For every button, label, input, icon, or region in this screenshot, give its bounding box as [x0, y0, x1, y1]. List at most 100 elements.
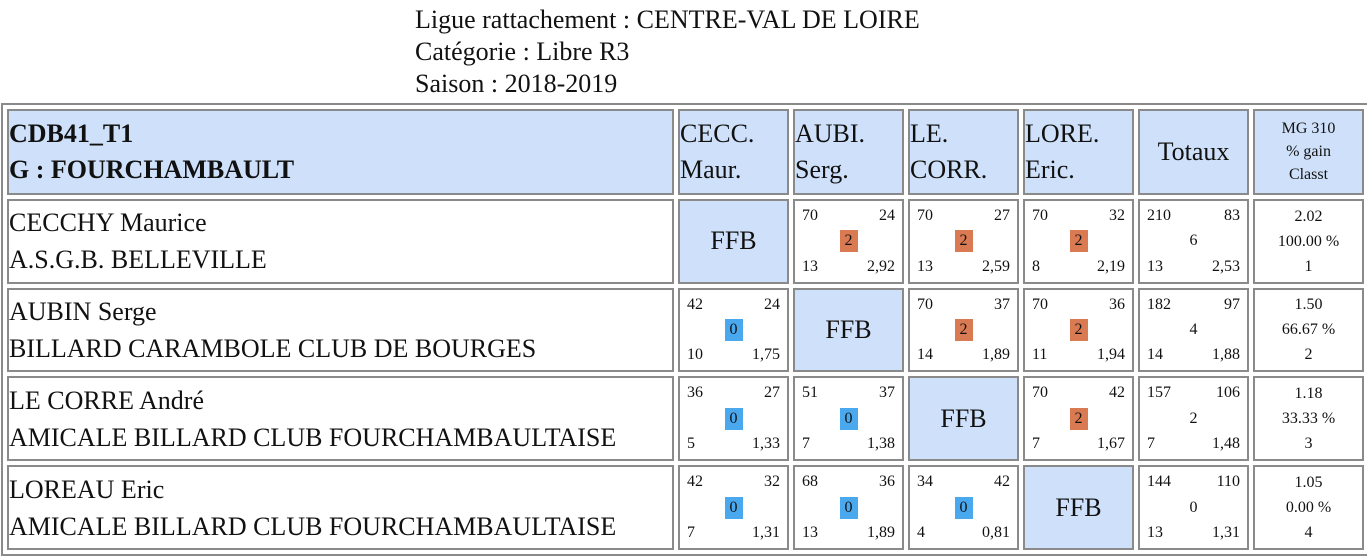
- player-club: BILLARD CARAMBOLE CLUB DE BOURGES: [9, 333, 537, 363]
- moyenne-value: 2,92: [867, 257, 895, 275]
- reprises-value: 70: [917, 295, 933, 313]
- total-moyenne: 2,53: [1212, 257, 1240, 275]
- totaux-header: Totaux: [1138, 109, 1249, 195]
- match-cell: 36 27 0 5 1,33: [678, 376, 789, 462]
- serie-value: 11: [1032, 346, 1048, 364]
- match-points-badge: 0: [839, 407, 858, 430]
- ligue-line: Ligue rattachement : CENTRE-VAL DE LOIRE: [415, 5, 920, 34]
- player-row: LE CORRE André AMICALE BILLARD CLUB FOUR…: [7, 376, 1364, 462]
- serie-value: 4: [917, 524, 925, 541]
- points-value: 42: [1109, 384, 1125, 402]
- reprises-value: 51: [802, 384, 818, 402]
- player-row: AUBIN Serge BILLARD CARAMBOLE CLUB DE BO…: [7, 287, 1364, 373]
- moyenne-value: 2,19: [1097, 257, 1125, 275]
- player-name: CECCHY Maurice: [9, 208, 207, 238]
- serie-value: 10: [687, 346, 703, 364]
- rank-value: 4: [1304, 524, 1313, 542]
- total-match-points: 6: [1189, 232, 1198, 250]
- serie-value: 13: [802, 257, 818, 275]
- player-cell: AUBIN Serge BILLARD CARAMBOLE CLUB DE BO…: [7, 287, 674, 373]
- player-row: LOREAU Eric AMICALE BILLARD CLUB FOURCHA…: [7, 465, 1364, 550]
- match-points-badge: 2: [1069, 407, 1088, 430]
- serie-value: 8: [1032, 257, 1040, 275]
- match-cell: 70 32 2 8 2,19: [1023, 198, 1134, 284]
- points-value: 36: [1109, 295, 1125, 313]
- total-points: 83: [1224, 206, 1240, 224]
- moyenne-value: 1,89: [867, 524, 895, 541]
- group-name: G : FOURCHAMBAULT: [9, 154, 295, 184]
- total-moyenne: 1,48: [1212, 435, 1240, 453]
- match-cell: 51 37 0 7 1,38: [793, 376, 904, 462]
- match-cell: 70 36 2 11 1,94: [1023, 287, 1134, 373]
- moyenne-value: 1,94: [1097, 346, 1125, 364]
- mg-value: 1.50: [1294, 296, 1323, 314]
- gain-percent: 66.67 %: [1281, 321, 1336, 339]
- match-points-badge: 0: [954, 496, 973, 519]
- match-cell: 70 24 2 13 2,92: [793, 198, 904, 284]
- mg-header-line1: MG 310: [1281, 120, 1336, 138]
- column-header-cecc: CECC. Maur.: [678, 109, 789, 195]
- moyenne-value: 1,75: [752, 346, 780, 364]
- player-cell: LOREAU Eric AMICALE BILLARD CLUB FOURCHA…: [7, 465, 674, 550]
- ffb-cell: FFB: [793, 287, 904, 373]
- moyenne-value: 1,67: [1097, 435, 1125, 453]
- mg-value: 2.02: [1294, 207, 1323, 225]
- match-points-badge: 2: [1069, 318, 1088, 341]
- mg-header-line2: % gain: [1286, 143, 1331, 161]
- moyenne-value: 1,33: [752, 435, 780, 453]
- column-header-lore: LORE. Eric.: [1023, 109, 1134, 195]
- points-value: 32: [1109, 206, 1125, 224]
- total-match-points: 0: [1189, 498, 1198, 516]
- column-header-line2: CORR.: [910, 154, 988, 184]
- header-row: CDB41_T1 G : FOURCHAMBAULT CECC. Maur. A…: [7, 109, 1364, 195]
- mg-header-line3: Classt: [1288, 166, 1329, 184]
- serie-value: 5: [687, 435, 695, 453]
- column-header-line1: AUBI.: [795, 118, 866, 148]
- mg-header: MG 310 % gain Classt: [1253, 109, 1364, 195]
- reprises-value: 68: [802, 473, 818, 491]
- total-moyenne: 1,88: [1212, 346, 1240, 364]
- group-title-cell: CDB41_T1 G : FOURCHAMBAULT: [7, 109, 674, 195]
- totals-cell: 144 110 0 13 1,31: [1138, 465, 1249, 550]
- column-header-line1: CECC.: [680, 118, 755, 148]
- points-value: 42: [994, 473, 1010, 491]
- total-points: 97: [1224, 295, 1240, 313]
- total-reprises: 157: [1147, 384, 1171, 402]
- serie-value: 7: [687, 524, 695, 541]
- total-points: 106: [1216, 384, 1240, 402]
- total-points: 110: [1216, 473, 1240, 491]
- match-points-badge: 2: [839, 230, 858, 253]
- serie-value: 13: [917, 257, 933, 275]
- best-serie: 14: [1147, 346, 1163, 364]
- mg-cell: 1.05 0.00 % 4: [1253, 465, 1364, 550]
- saison-line: Saison : 2018-2019: [415, 69, 618, 98]
- total-match-points: 4: [1189, 320, 1198, 338]
- serie-value: 7: [802, 435, 810, 453]
- ffb-cell: FFB: [1023, 465, 1134, 550]
- match-cell: 68 36 0 13 1,89: [793, 465, 904, 550]
- mg-cell: 2.02 100.00 % 1: [1253, 198, 1364, 284]
- reprises-value: 70: [1032, 384, 1048, 402]
- column-header-line1: LORE.: [1025, 118, 1100, 148]
- page-header: Ligue rattachement : CENTRE-VAL DE LOIRE…: [415, 4, 920, 100]
- match-cell: 70 37 2 14 1,89: [908, 287, 1019, 373]
- column-header-line1: LE.: [910, 118, 949, 148]
- match-points-badge: 2: [954, 230, 973, 253]
- reprises-value: 70: [1032, 206, 1048, 224]
- player-name: LE CORRE André: [9, 385, 204, 415]
- match-cell: 70 42 2 7 1,67: [1023, 376, 1134, 462]
- match-points-badge: 2: [954, 318, 973, 341]
- reprises-value: 70: [1032, 295, 1048, 313]
- reprises-value: 70: [802, 206, 818, 224]
- reprises-value: 34: [917, 473, 933, 491]
- best-serie: 13: [1147, 257, 1163, 275]
- best-serie: 7: [1147, 435, 1155, 453]
- mg-cell: 1.50 66.67 % 2: [1253, 287, 1364, 373]
- gain-percent: 0.00 %: [1285, 499, 1332, 517]
- points-value: 36: [879, 473, 895, 491]
- points-value: 27: [764, 384, 780, 402]
- match-cell: 70 27 2 13 2,59: [908, 198, 1019, 284]
- mg-value: 1.18: [1294, 385, 1323, 403]
- best-serie: 13: [1147, 524, 1163, 541]
- serie-value: 13: [802, 524, 818, 541]
